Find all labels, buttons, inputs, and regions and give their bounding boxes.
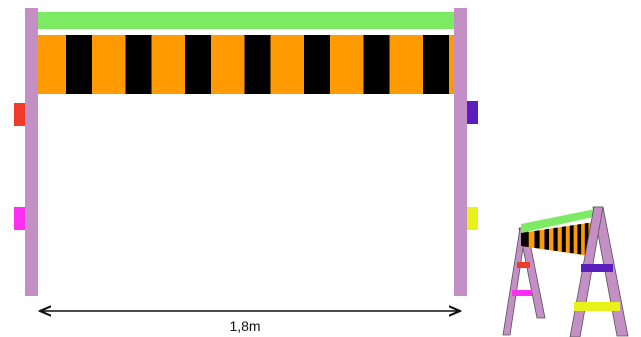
black-stripe: [423, 35, 449, 94]
black-stripe: [304, 35, 330, 94]
black-stripes: [66, 35, 449, 94]
left-post: [25, 8, 38, 296]
black-stripe: [363, 35, 390, 94]
right-post: [454, 8, 467, 296]
perspective-stripe: [534, 230, 540, 249]
perspective-top-rail: [521, 208, 602, 233]
black-stripe: [66, 35, 92, 94]
perspective-view: [502, 206, 629, 337]
top-rail: [38, 12, 454, 29]
black-stripe: [244, 35, 271, 94]
dimension-label: 1,8m: [229, 318, 261, 334]
perspective-stripe: [521, 231, 529, 248]
left-aframe-magenta-tab: [512, 290, 532, 296]
left-aframe-red-tab: [517, 262, 530, 268]
red-tab: [14, 103, 25, 126]
black-stripe: [185, 35, 211, 94]
front-view: [14, 8, 478, 296]
perspective-stripe: [561, 226, 566, 253]
magenta-tab: [14, 207, 25, 230]
perspective-stripe: [577, 223, 582, 255]
perspective-stripe: [553, 227, 558, 252]
right-aframe-purple-tab: [581, 264, 613, 272]
purple-tab: [467, 101, 478, 124]
perspective-stripes: [521, 222, 589, 256]
perspective-stripe: [569, 225, 574, 254]
right-aframe-yellow-tab: [574, 302, 620, 311]
yellow-tab: [467, 207, 478, 230]
black-stripe: [125, 35, 152, 94]
perspective-stripe: [544, 228, 549, 250]
